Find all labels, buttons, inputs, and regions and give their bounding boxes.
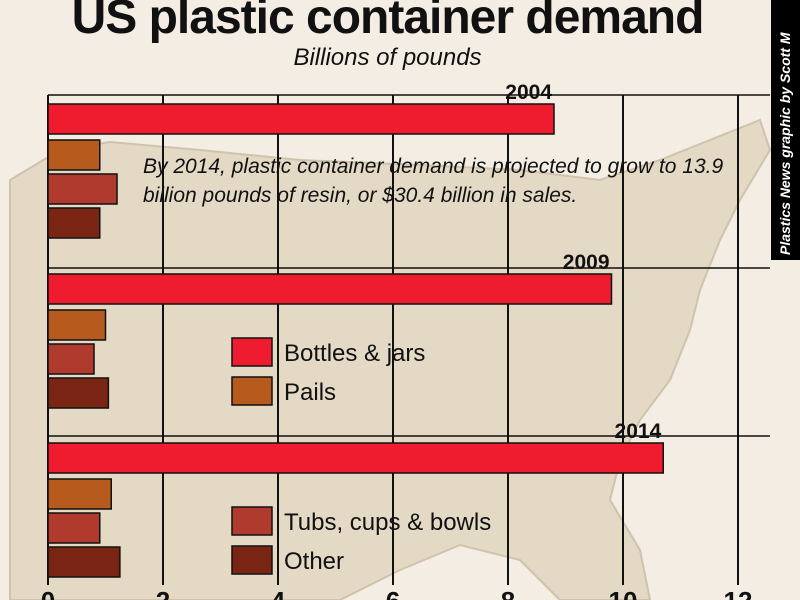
group-label-2004: 2004: [505, 81, 552, 104]
x-tick-12: 12: [724, 586, 753, 600]
bar-bottles-jars-2014: [47, 442, 664, 474]
bar-tubs-cups-bowls-2009: [47, 343, 95, 375]
legend-label-pails: Pails: [284, 379, 336, 406]
bar-tubs-cups-bowls-2014: [47, 512, 101, 544]
annotation-note: By 2014, plastic container demand is pro…: [143, 155, 724, 207]
x-tick-6: 6: [386, 586, 400, 600]
legend-label-other: Other: [284, 548, 344, 575]
legend-label-tubs-cups-bowls: Tubs, cups & bowls: [284, 509, 491, 536]
legend-swatch-bottles-jars: [231, 337, 273, 367]
credit-strip: Plastics News graphic by Scott M: [771, 0, 800, 260]
x-axis-ticks: 0 2 4 6 8 10 12: [41, 586, 753, 600]
bar-pails-2004: [47, 139, 101, 171]
bar-tubs-cups-bowls-2004: [47, 173, 118, 205]
bars: [47, 103, 664, 578]
x-tick-2: 2: [156, 586, 170, 600]
bar-other-2004: [47, 207, 101, 239]
chart-title: US plastic container demand: [71, 0, 705, 44]
x-tick-0: 0: [41, 586, 55, 600]
grid-lines: [47, 94, 770, 585]
legend-swatch-tubs-cups-bowls: [231, 506, 273, 536]
us-map-background: [9, 118, 772, 600]
group-labels: 2004 2009 2014: [505, 81, 661, 443]
bar-other-2014: [47, 546, 121, 578]
legend-swatch-pails: [231, 376, 273, 406]
chart-subtitle: Billions of pounds: [293, 44, 482, 71]
x-tick-4: 4: [271, 586, 286, 600]
bar-pails-2014: [47, 478, 112, 510]
credit-text: Plastics News graphic by Scott M: [777, 32, 793, 255]
bar-pails-2009: [47, 309, 107, 341]
bar-bottles-jars-2009: [47, 273, 613, 305]
legend-label-bottles-jars: Bottles & jars: [284, 340, 425, 367]
x-tick-10: 10: [609, 586, 638, 600]
bar-other-2009: [47, 377, 110, 409]
legend: Bottles & jars Pails Tubs, cups & bowls Oth…: [231, 337, 491, 575]
group-label-2009: 2009: [563, 251, 610, 274]
x-tick-8: 8: [501, 586, 515, 600]
bar-bottles-jars-2004: [47, 103, 555, 135]
legend-swatch-other: [231, 545, 273, 575]
group-label-2014: 2014: [615, 420, 662, 443]
